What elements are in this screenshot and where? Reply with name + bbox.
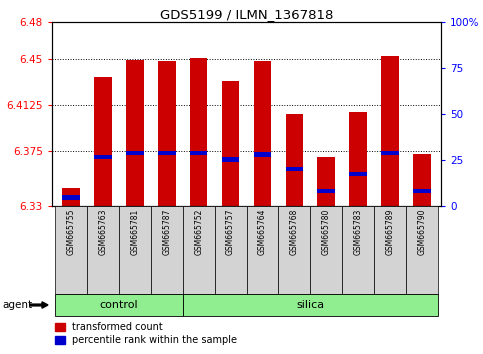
Bar	[94, 77, 112, 206]
Bar	[254, 152, 271, 156]
Bar	[126, 60, 143, 206]
Title: GDS5199 / ILMN_1367818: GDS5199 / ILMN_1367818	[160, 8, 333, 21]
Bar	[317, 189, 335, 193]
Bar	[222, 81, 239, 206]
Text: GSM665780: GSM665780	[322, 209, 331, 255]
Bar	[413, 189, 431, 193]
Text: GSM665787: GSM665787	[162, 209, 171, 255]
Bar	[285, 167, 303, 171]
Bar	[183, 206, 214, 294]
Text: GSM665763: GSM665763	[99, 209, 108, 255]
Bar	[158, 61, 175, 206]
Bar	[55, 206, 87, 294]
Bar	[158, 151, 175, 155]
Text: GSM665752: GSM665752	[194, 209, 203, 255]
Bar	[317, 157, 335, 206]
Text: agent: agent	[2, 300, 32, 310]
Text: GSM665783: GSM665783	[354, 209, 363, 255]
Bar	[94, 155, 112, 159]
Text: GSM665790: GSM665790	[417, 209, 426, 255]
Bar	[374, 206, 406, 294]
Text: GSM665755: GSM665755	[67, 209, 76, 255]
Text: GSM665764: GSM665764	[258, 209, 267, 255]
Bar	[151, 206, 183, 294]
Bar	[246, 206, 278, 294]
Bar	[126, 151, 143, 155]
Bar	[183, 294, 438, 316]
Legend: transformed count, percentile rank within the sample: transformed count, percentile rank withi…	[55, 322, 237, 345]
Bar	[190, 58, 207, 206]
Bar	[254, 61, 271, 206]
Bar	[55, 294, 183, 316]
Bar	[413, 154, 431, 206]
Text: GSM665768: GSM665768	[290, 209, 299, 255]
Text: GSM665757: GSM665757	[226, 209, 235, 255]
Text: GSM665781: GSM665781	[130, 209, 140, 255]
Bar	[381, 56, 399, 206]
Bar	[349, 172, 367, 176]
Text: silica: silica	[296, 300, 324, 310]
Bar	[278, 206, 310, 294]
Bar	[222, 157, 239, 161]
Bar	[342, 206, 374, 294]
Bar	[214, 206, 246, 294]
Bar	[87, 206, 119, 294]
Text: GSM665789: GSM665789	[385, 209, 395, 255]
Text: control: control	[99, 300, 138, 310]
Bar	[406, 206, 438, 294]
Bar	[310, 206, 342, 294]
Bar	[381, 151, 399, 155]
Bar	[62, 195, 80, 200]
Bar	[119, 206, 151, 294]
Bar	[285, 114, 303, 206]
Bar	[190, 151, 207, 155]
Bar	[62, 188, 80, 206]
Bar	[349, 112, 367, 206]
